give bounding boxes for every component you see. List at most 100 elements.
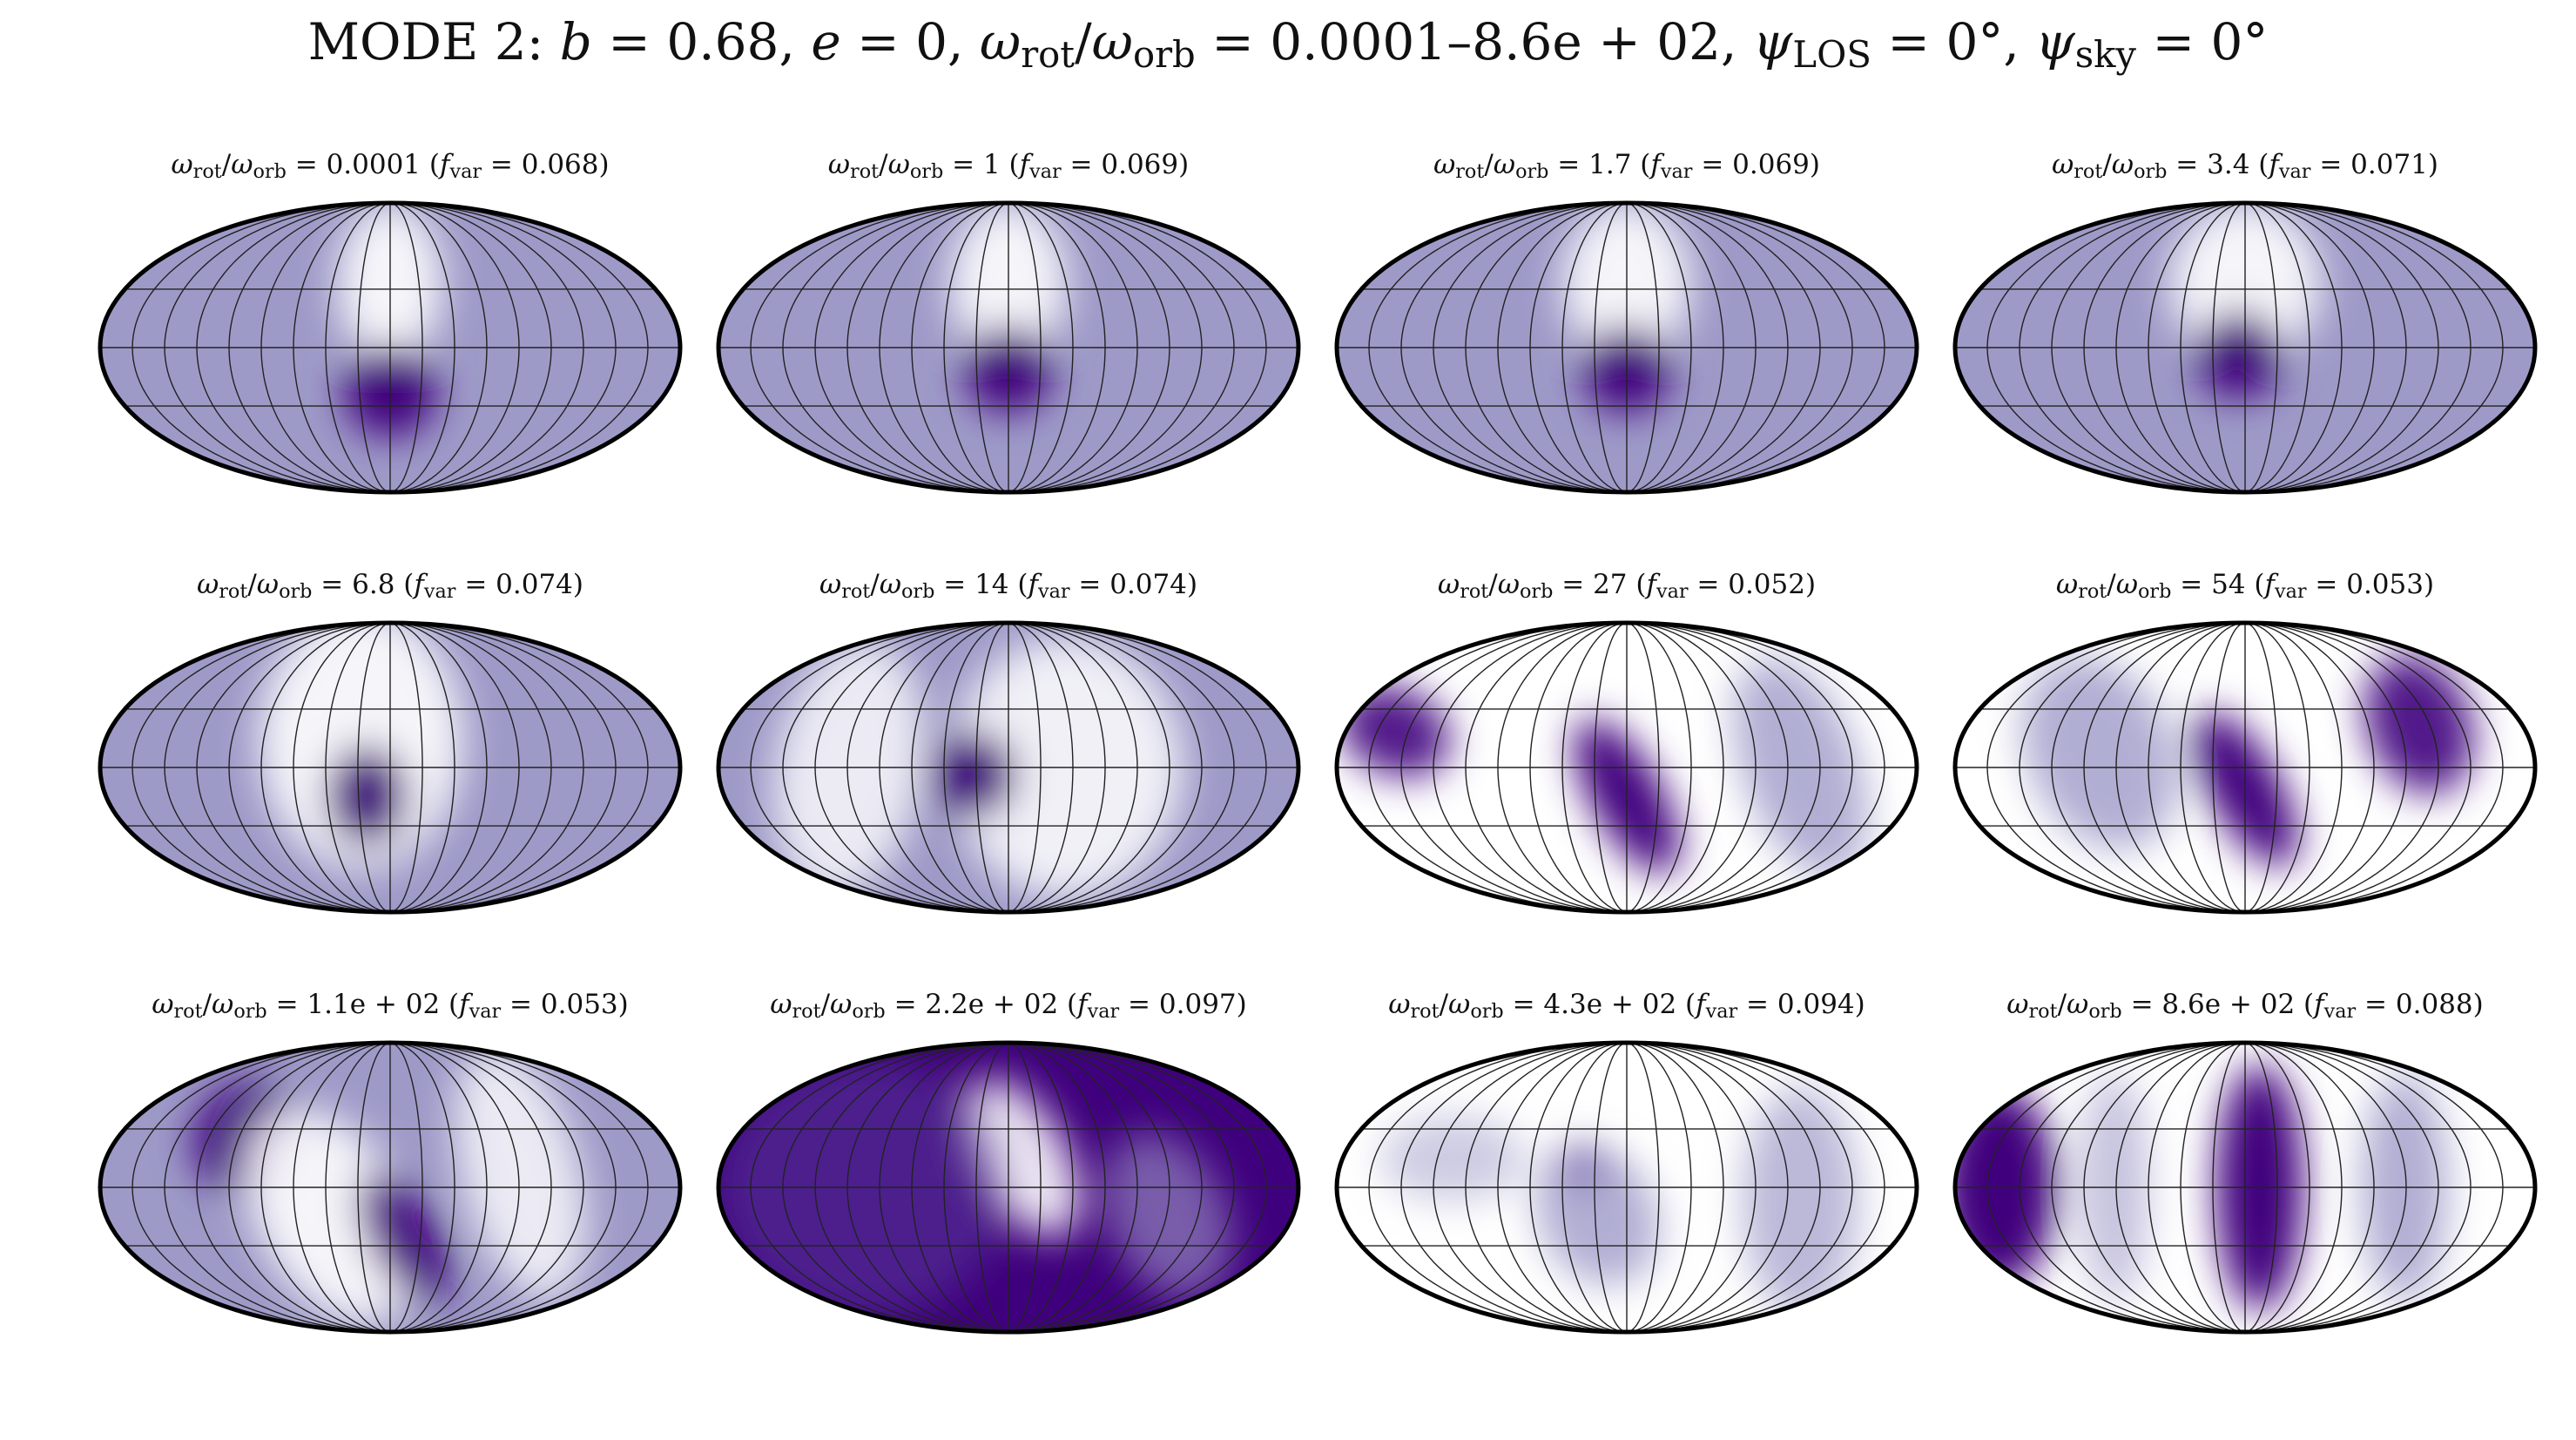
panel-title: ωrot/ωorb = 0.0001 (fvar = 0.068) xyxy=(171,149,610,183)
map-outline xyxy=(1334,620,1919,915)
panel-ratio-value: 6.8 xyxy=(352,569,395,600)
panel-title: ωrot/ωorb = 27 (fvar = 0.052) xyxy=(1437,569,1817,603)
map-panel xyxy=(98,620,683,915)
map-panel xyxy=(98,200,683,495)
map-outline xyxy=(98,620,683,915)
panel-ratio-value: 14 xyxy=(974,569,1009,600)
graticule xyxy=(1955,623,2535,912)
panel-title: ωrot/ωorb = 3.4 (fvar = 0.071) xyxy=(2051,149,2439,183)
graticule xyxy=(1955,1043,2535,1332)
panel-fvar-value: 0.069 xyxy=(1732,149,1810,180)
graticule xyxy=(100,203,680,492)
panel-ratio-value: 3.4 xyxy=(2207,149,2250,180)
graticule xyxy=(718,623,1298,912)
panel-fvar-value: 0.069 xyxy=(1101,149,1179,180)
colormap-layer xyxy=(260,623,463,869)
colormap-feature xyxy=(260,623,463,869)
colormap-feature xyxy=(1339,685,1451,778)
colormap-feature xyxy=(1103,1133,1232,1299)
colormap-layer xyxy=(2021,653,2474,867)
graticule xyxy=(1337,1043,1917,1332)
panel-title: ωrot/ωorb = 4.3e + 02 (fvar = 0.094) xyxy=(1388,989,1865,1023)
panel-fvar-value: 0.068 xyxy=(521,149,599,180)
panel-fvar-value: 0.097 xyxy=(1158,989,1237,1020)
colormap-features xyxy=(1379,1085,1859,1318)
panel-ratio-value: 4.3e + 02 xyxy=(1543,989,1677,1020)
map-outline xyxy=(716,200,1301,495)
chart-title: MODE 2: b = 0.68, e = 0, ωrot/ωorb = 0.0… xyxy=(307,12,2269,77)
map-outline xyxy=(1952,200,2538,495)
panel-ratio-value: 27 xyxy=(1593,569,1628,600)
colormap-feature xyxy=(246,1109,418,1323)
colormap-feature xyxy=(2021,656,2179,850)
map-panel xyxy=(716,200,1301,495)
map-panel xyxy=(1334,620,1919,915)
panel-title: ωrot/ωorb = 2.2e + 02 (fvar = 0.097) xyxy=(770,989,1247,1023)
colormap-feature xyxy=(2364,653,2474,794)
panel-title: ωrot/ωorb = 54 (fvar = 0.053) xyxy=(2055,569,2435,603)
panel-title: ωrot/ωorb = 1.1e + 02 (fvar = 0.053) xyxy=(152,989,629,1023)
map-outline xyxy=(716,1040,1301,1335)
colormap-layer xyxy=(191,1046,586,1323)
panel-ratio-value: 8.6e + 02 xyxy=(2161,989,2296,1020)
panel-title: ωrot/ωorb = 8.6e + 02 (fvar = 0.088) xyxy=(2006,989,2484,1023)
panel-ratio-value: 1 xyxy=(982,149,1001,180)
map-panel xyxy=(1952,200,2538,495)
colormap-feature xyxy=(1379,1115,1526,1202)
panel-title: ωrot/ωorb = 6.8 (fvar = 0.074) xyxy=(196,569,584,603)
colormap-features xyxy=(2021,653,2474,867)
graticule xyxy=(1955,203,2535,492)
title-b-value: 0.68 xyxy=(666,12,779,71)
panel-title: ωrot/ωorb = 1.7 (fvar = 0.069) xyxy=(1433,149,1821,183)
title-psi-sky: 0° xyxy=(2210,12,2269,71)
panel-fvar-value: 0.094 xyxy=(1777,989,1855,1020)
graticule xyxy=(1337,623,1917,912)
title-e-value: 0 xyxy=(915,12,948,71)
colormap-feature xyxy=(326,746,408,848)
panel-ratio-value: 1.1e + 02 xyxy=(307,989,441,1020)
panel-fvar-value: 0.053 xyxy=(540,989,618,1020)
panel-ratio-value: 0.0001 xyxy=(326,149,421,180)
title-mode: MODE 2: xyxy=(307,12,544,71)
panel-fvar-value: 0.074 xyxy=(496,569,573,600)
panel-fvar-value: 0.053 xyxy=(2346,569,2424,600)
colormap-feature xyxy=(2195,311,2283,399)
title-ratio-range: 0.0001–8.6e + 02 xyxy=(1270,12,1722,71)
panel-ratio-value: 54 xyxy=(2211,569,2246,600)
graticule xyxy=(718,203,1298,492)
map-panel xyxy=(716,620,1301,915)
colormap-feature xyxy=(1743,1085,1859,1318)
map-panel xyxy=(1952,620,2538,915)
graticule xyxy=(100,1043,680,1332)
colormap-feature xyxy=(357,1173,452,1303)
map-outline xyxy=(98,200,683,495)
colormap-features xyxy=(260,623,463,869)
map-outline xyxy=(716,620,1301,915)
panel-fvar-value: 0.088 xyxy=(2395,989,2473,1020)
map-panel xyxy=(1952,1040,2538,1335)
panel-title: ωrot/ωorb = 14 (fvar = 0.074) xyxy=(819,569,1198,603)
colormap-feature xyxy=(1535,1146,1660,1286)
colormap-feature xyxy=(965,1080,1081,1237)
title-psi-los: 0° xyxy=(1945,12,2004,71)
graticule xyxy=(100,623,680,912)
colormap-layer xyxy=(1379,1085,1859,1318)
panel-title: ωrot/ωorb = 1 (fvar = 0.069) xyxy=(827,149,1190,183)
map-outline xyxy=(1334,200,1919,495)
panel-fvar-value: 0.074 xyxy=(1109,569,1187,600)
colormap-features xyxy=(191,1046,586,1323)
map-panel xyxy=(1334,200,1919,495)
map-outline xyxy=(98,1040,683,1335)
map-outline xyxy=(1952,620,2538,915)
map-outline xyxy=(1952,1040,2538,1335)
panel-fvar-value: 0.071 xyxy=(2350,149,2428,180)
graticule xyxy=(718,1043,1298,1332)
map-outline xyxy=(1334,1040,1919,1335)
colormap-feature xyxy=(930,731,1017,819)
panel-ratio-value: 2.2e + 02 xyxy=(925,989,1059,1020)
map-panel xyxy=(716,1040,1301,1335)
panel-ratio-value: 1.7 xyxy=(1588,149,1632,180)
map-panel xyxy=(1334,1040,1919,1335)
